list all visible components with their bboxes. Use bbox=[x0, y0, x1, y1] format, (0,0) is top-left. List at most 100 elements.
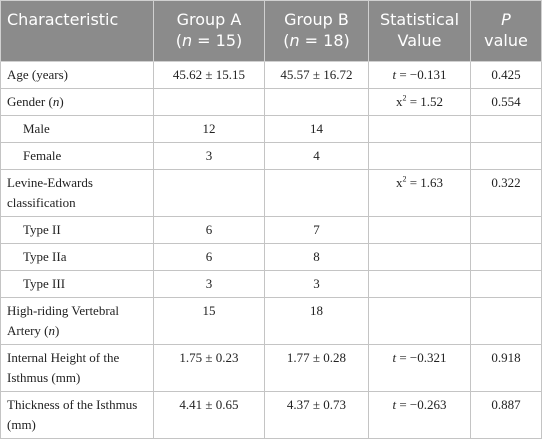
table-cell: 0.918 bbox=[470, 344, 542, 392]
cell-text: Gender ( bbox=[7, 94, 53, 109]
cell-text: 8 bbox=[313, 249, 320, 264]
cell-text: = −0.263 bbox=[396, 397, 447, 412]
header-row: Characteristic Group A (n = 15) Group B (n =… bbox=[0, 0, 542, 62]
cell-text: 0.918 bbox=[491, 350, 521, 365]
cell-text: Age (years) bbox=[7, 67, 68, 82]
cell-text: n bbox=[289, 31, 300, 50]
table-cell: Male bbox=[0, 115, 154, 143]
table-cell bbox=[368, 243, 471, 271]
cell-text: ) bbox=[55, 323, 60, 338]
cell-text: Internal Height of the Isthmus (mm) bbox=[7, 350, 120, 385]
cell-text: 4 bbox=[313, 148, 320, 163]
table-cell: x2 = 1.52 bbox=[368, 88, 471, 116]
cell-text: Group B bbox=[284, 10, 349, 29]
cell-text: 6 bbox=[205, 249, 213, 264]
table-cell: 8 bbox=[264, 243, 369, 271]
table-cell bbox=[153, 169, 265, 217]
cell-text: ( bbox=[175, 31, 182, 50]
cell-text: t bbox=[392, 350, 397, 365]
table-row: Type III 3 3 bbox=[0, 270, 542, 298]
table-cell: 14 bbox=[264, 115, 369, 143]
table-cell: 0.554 bbox=[470, 88, 542, 116]
cell-text: Type III bbox=[23, 276, 66, 291]
table-cell bbox=[264, 169, 369, 217]
cell-text: P bbox=[501, 10, 511, 29]
cell-text: High-riding Vertebral Artery ( bbox=[7, 303, 120, 338]
table-cell bbox=[368, 216, 471, 244]
cell-text: Characteristic bbox=[7, 10, 119, 29]
table-cell: 18 bbox=[264, 297, 369, 345]
table-cell: Internal Height of the Isthmus (mm) bbox=[0, 344, 154, 392]
cell-text: n bbox=[48, 323, 56, 338]
table-cell bbox=[470, 115, 542, 143]
table-cell: 4 bbox=[264, 142, 369, 170]
table-cell: High-riding Vertebral Artery (n) bbox=[0, 297, 154, 345]
table-cell: 6 bbox=[153, 216, 265, 244]
cell-text: 45.62 ± 15.15 bbox=[172, 67, 246, 82]
table-body: Age (years) 45.62 ± 15.15 45.57 ± 16.72 t =… bbox=[0, 61, 542, 439]
cell-text: value bbox=[484, 31, 528, 50]
cell-text: 2 bbox=[402, 93, 407, 103]
cell-text: 4.41 ± 0.65 bbox=[179, 397, 239, 412]
table-cell bbox=[264, 88, 369, 116]
table-cell: 3 bbox=[264, 270, 369, 298]
table-cell: 6 bbox=[153, 243, 265, 271]
table-cell: 15 bbox=[153, 297, 265, 345]
table-cell: 7 bbox=[264, 216, 369, 244]
table-cell: x2 = 1.63 bbox=[368, 169, 471, 217]
table-cell: 0.322 bbox=[470, 169, 542, 217]
cell-text: 45.57 ± 16.72 bbox=[280, 67, 353, 82]
table-cell bbox=[368, 142, 471, 170]
cell-text: Female bbox=[23, 148, 62, 163]
cell-text: n bbox=[181, 31, 193, 50]
cell-text: = −0.321 bbox=[396, 350, 447, 365]
table-cell: t = −0.263 bbox=[368, 391, 471, 439]
table-cell bbox=[470, 243, 542, 271]
cell-text: x bbox=[395, 94, 403, 109]
table-row: Female 3 4 bbox=[0, 142, 542, 170]
table-cell: 4.41 ± 0.65 bbox=[153, 391, 265, 439]
cell-text: t bbox=[392, 67, 397, 82]
table-cell: 12 bbox=[153, 115, 265, 143]
cell-text: 1.75 ± 0.23 bbox=[179, 350, 239, 365]
table-cell bbox=[470, 270, 542, 298]
table-cell bbox=[470, 216, 542, 244]
cell-text: 3 bbox=[313, 276, 320, 291]
table-cell bbox=[153, 88, 265, 116]
table-cell: Type III bbox=[0, 270, 154, 298]
table-cell: 3 bbox=[153, 270, 265, 298]
cell-text: ) bbox=[59, 94, 64, 109]
table-cell bbox=[368, 297, 471, 345]
cell-text: 1.77 ± 0.28 bbox=[286, 350, 347, 365]
cell-text: 15 bbox=[202, 303, 216, 318]
table-cell: 45.57 ± 16.72 bbox=[264, 61, 369, 89]
cell-text: 14 bbox=[310, 121, 323, 136]
cell-text: 12 bbox=[202, 121, 216, 136]
table-row: Male 12 14 bbox=[0, 115, 542, 143]
cell-text: Thickness of the Isthmus (mm) bbox=[7, 397, 138, 432]
table-row: Type II 6 7 bbox=[0, 216, 542, 244]
table-row: Internal Height of the Isthmus (mm) 1.75 … bbox=[0, 344, 542, 392]
cell-text: 0.425 bbox=[491, 67, 521, 82]
table-cell: Thickness of the Isthmus (mm) bbox=[0, 391, 154, 439]
cell-text: = 15) bbox=[192, 31, 243, 50]
cell-text: Type II bbox=[23, 222, 61, 237]
table-cell: 0.425 bbox=[470, 61, 542, 89]
cell-text: = 1.63 bbox=[406, 175, 444, 190]
cell-text: ( bbox=[283, 31, 290, 50]
table-cell: 45.62 ± 15.15 bbox=[153, 61, 265, 89]
table-row: High-riding Vertebral Artery (n) 15 18 bbox=[0, 297, 542, 345]
table-cell: 3 bbox=[153, 142, 265, 170]
table-cell: 0.887 bbox=[470, 391, 542, 439]
cell-text: = 18) bbox=[299, 31, 350, 50]
table-row: Gender (n) x2 = 1.52 0.554 bbox=[0, 88, 542, 116]
header-cell: Group B (n = 18) bbox=[264, 0, 369, 62]
table-cell bbox=[470, 142, 542, 170]
cell-text: = −0.131 bbox=[396, 67, 447, 82]
table-cell: Age (years) bbox=[0, 61, 154, 89]
header-cell: Characteristic bbox=[0, 0, 154, 62]
table-row: Age (years) 45.62 ± 15.15 45.57 ± 16.72 t =… bbox=[0, 61, 542, 89]
